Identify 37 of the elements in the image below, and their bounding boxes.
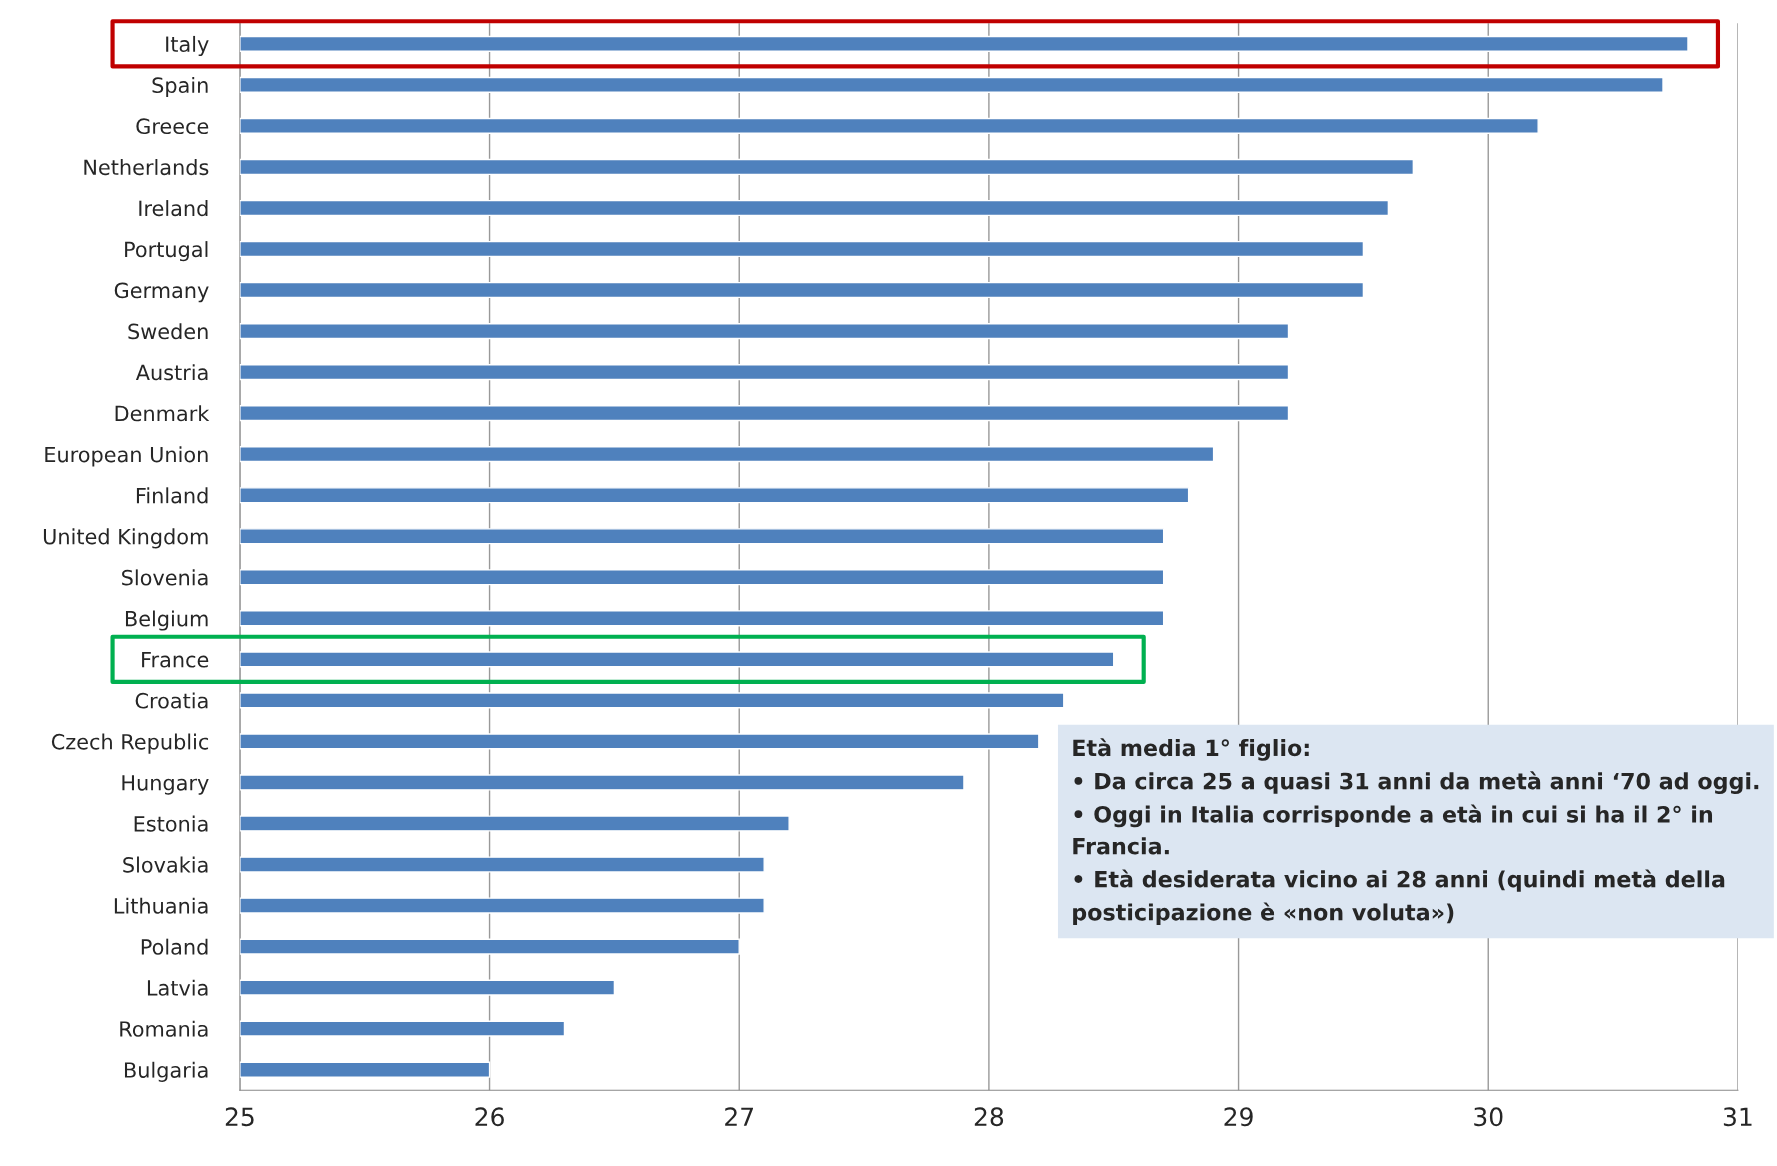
y-tick-label: Denmark <box>115 405 210 422</box>
y-tick-label: Finland <box>136 487 208 504</box>
y-tick-label: Sweden <box>128 323 208 340</box>
y-tick-label: Austria <box>135 364 208 381</box>
x-tick-label: 27 <box>725 1107 753 1126</box>
y-tick-label: Belgium <box>125 610 208 631</box>
y-tick-label: Poland <box>141 938 208 955</box>
y-tick-label: European Union <box>45 446 208 467</box>
y-tick-label: Ireland <box>139 200 208 217</box>
y-tick-label: Estonia <box>134 815 208 832</box>
x-tick-label: 25 <box>225 1107 254 1127</box>
y-tick-label: Greece <box>136 118 209 135</box>
x-tick-label: 31 <box>1723 1107 1752 1127</box>
annotation: • Età desiderata vicino ai 28 anni (quindi metà della posticipazione è «non voluta») <box>1073 869 1725 925</box>
y-tick-label: Bulgaria <box>124 1061 208 1082</box>
y-tick-label: Netherlands <box>84 159 209 176</box>
y-tick-label: Spain <box>152 76 208 98</box>
y-tick-label: Germany <box>114 282 209 303</box>
y-tick-label: United Kingdom <box>43 528 208 549</box>
y-tick-label: Italy <box>166 35 209 57</box>
y-tick-label: Croatia <box>135 692 208 709</box>
y-tick-label: Slovakia <box>123 856 208 873</box>
x-tick-label: 28 <box>974 1107 1004 1127</box>
y-tick-label: Romania <box>120 1020 208 1037</box>
x-tick-label: 29 <box>1224 1107 1253 1127</box>
annotation: • Da circa 25 a quasi 31 anni da metà anni ‘70 ad oggi. <box>1074 771 1759 794</box>
annotation: Età media 1° figlio: <box>1073 738 1309 761</box>
y-tick-label: Hungary <box>122 775 209 795</box>
y-tick-label: Lithuania <box>114 897 208 914</box>
y-tick-label: France <box>142 652 209 668</box>
y-tick-label: Portugal <box>125 241 208 262</box>
x-tick-label: 30 <box>1474 1107 1503 1127</box>
y-tick-label: Latvia <box>147 979 208 996</box>
y-tick-label: Slovenia <box>122 569 208 586</box>
annotation: • Oggi in Italia corrisponde a età in cui si ha il 2° in Francia. <box>1073 804 1713 855</box>
x-tick-label: 26 <box>475 1107 504 1127</box>
y-tick-label: Czech Republic <box>51 733 209 754</box>
